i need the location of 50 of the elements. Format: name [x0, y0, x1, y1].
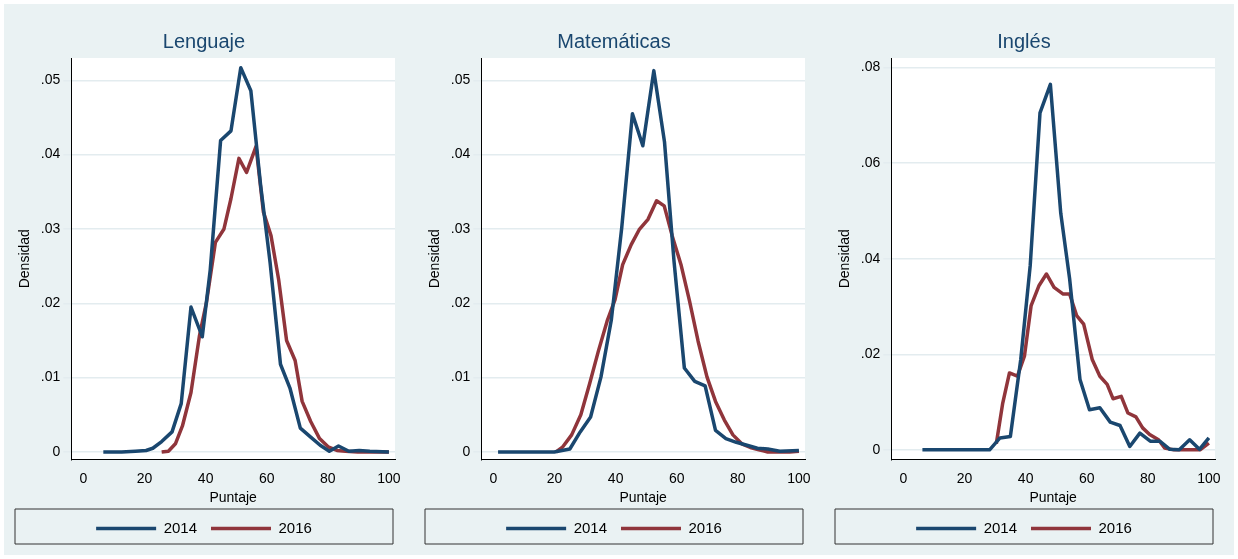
x-tick-label: 60: [668, 469, 685, 486]
chart-title: Lenguaje: [162, 29, 246, 52]
x-tick-label: 0: [899, 469, 908, 486]
legend-label: 2014: [573, 518, 608, 536]
x-tick-label: 100: [787, 469, 811, 486]
y-tick-label: .05: [450, 71, 471, 88]
x-axis-title: Puntaje: [619, 489, 668, 506]
y-tick-label: .01: [40, 368, 61, 385]
x-tick-label: 80: [730, 469, 746, 486]
y-tick-label: .01: [450, 368, 471, 385]
legend-label: 2014: [163, 518, 198, 536]
x-tick-label: 60: [258, 469, 275, 486]
y-axis-title: Densidad: [16, 229, 33, 289]
y-tick-label: .05: [40, 71, 61, 88]
y-tick-label: .04: [40, 145, 61, 162]
x-tick-label: 60: [1078, 469, 1095, 486]
y-tick-label: 0: [872, 440, 881, 457]
x-tick-label: 0: [79, 469, 88, 486]
y-tick-label: .02: [450, 294, 471, 311]
x-tick-label: 20: [956, 469, 973, 486]
y-tick-label: .03: [40, 219, 61, 236]
y-tick-label: .03: [450, 219, 471, 236]
legend-label: 2016: [688, 518, 722, 536]
legend-label: 2016: [278, 518, 312, 536]
x-axis-title: Puntaje: [209, 489, 258, 506]
x-tick-label: 40: [607, 469, 624, 486]
y-tick-label: .08: [860, 58, 881, 75]
x-tick-label: 20: [546, 469, 563, 486]
y-tick-label: .04: [860, 249, 881, 266]
x-tick-label: 0: [489, 469, 498, 486]
y-tick-label: 0: [462, 442, 471, 459]
x-tick-label: 20: [136, 469, 153, 486]
chart-title: Inglés: [997, 29, 1051, 52]
y-tick-label: .06: [860, 153, 881, 170]
y-axis-title: Densidad: [426, 229, 443, 289]
y-tick-label: .02: [40, 294, 61, 311]
x-tick-label: 40: [1017, 469, 1034, 486]
x-tick-label: 40: [197, 469, 214, 486]
x-axis-title: Puntaje: [1029, 489, 1078, 506]
y-axis-title: Densidad: [836, 229, 853, 289]
x-tick-label: 80: [1140, 469, 1156, 486]
x-tick-label: 100: [377, 469, 401, 486]
legend-label: 2016: [1098, 518, 1132, 536]
x-tick-label: 80: [320, 469, 336, 486]
legend-label: 2014: [983, 518, 1018, 536]
y-tick-label: .04: [450, 145, 471, 162]
x-tick-label: 100: [1197, 469, 1221, 486]
chart-title: Matemáticas: [557, 29, 671, 52]
y-tick-label: .02: [860, 345, 881, 362]
y-tick-label: 0: [52, 442, 61, 459]
